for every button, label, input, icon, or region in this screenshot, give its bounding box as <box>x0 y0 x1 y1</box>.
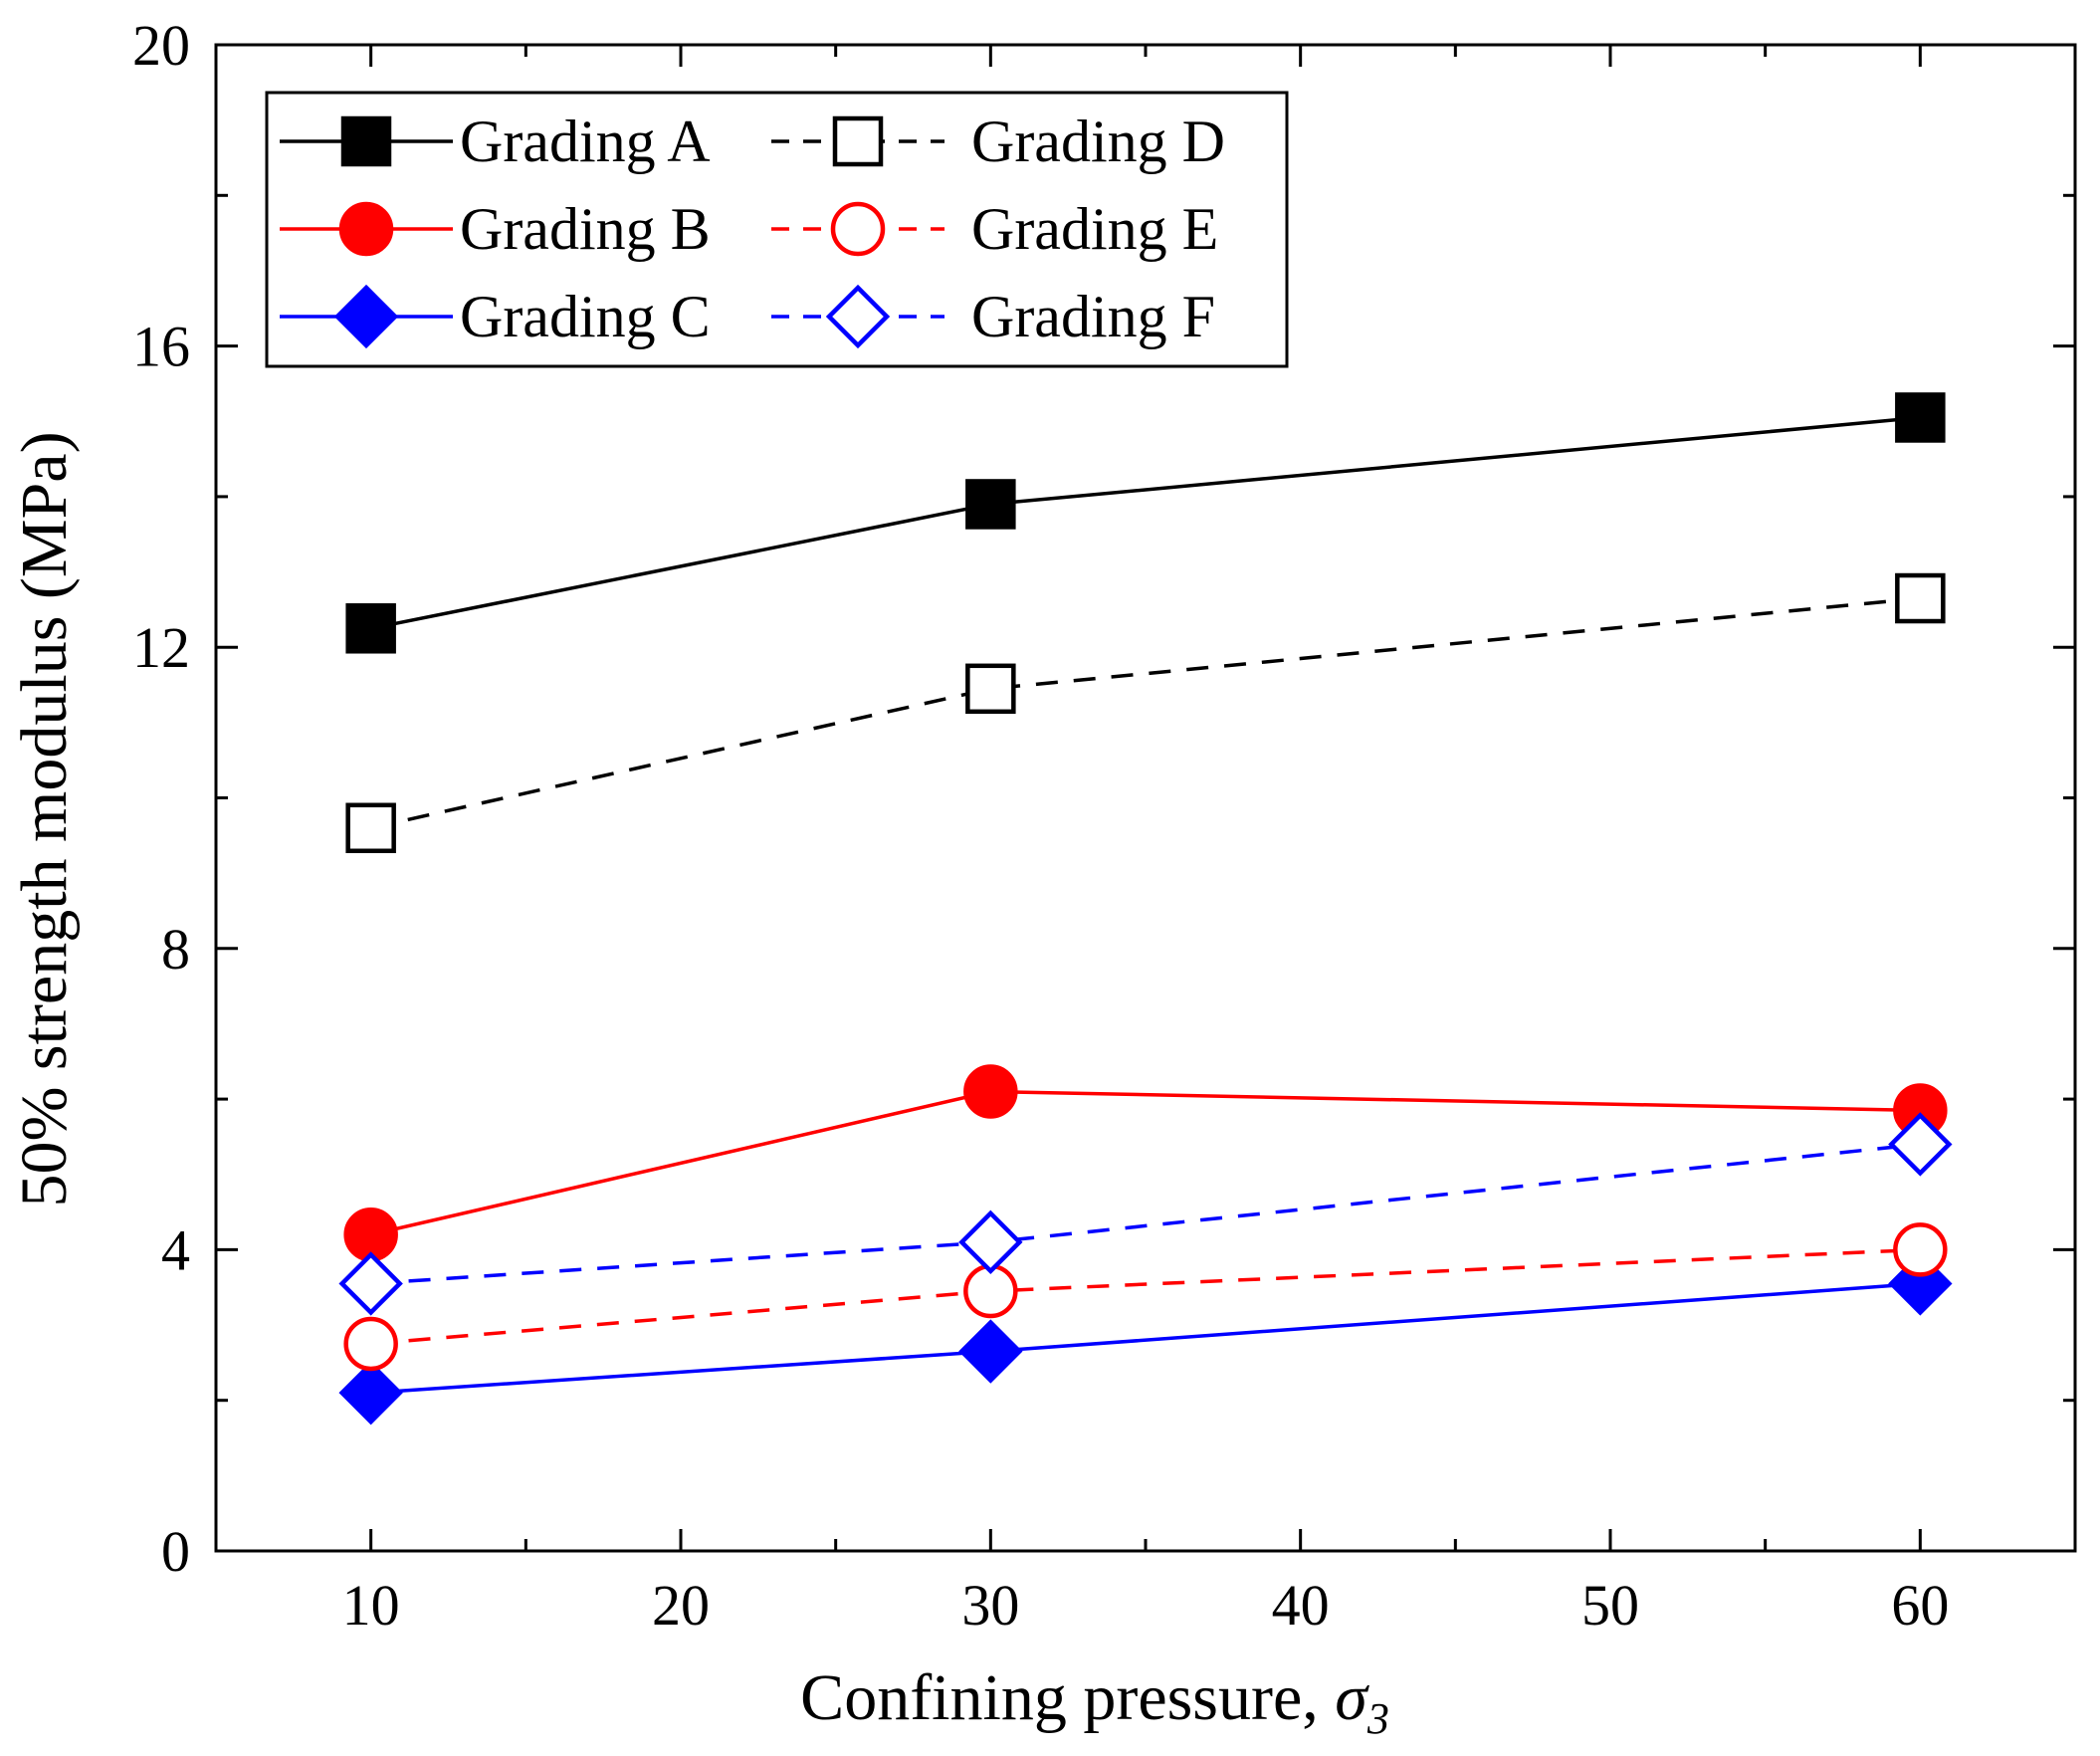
y-tick-label: 4 <box>161 1217 190 1282</box>
legend-marker <box>830 201 886 257</box>
data-point <box>965 479 1016 530</box>
legend-item: Grading D <box>771 109 1225 174</box>
data-point <box>963 1064 1018 1119</box>
data-point <box>958 1319 1023 1384</box>
data-point <box>1895 572 1946 624</box>
axes: 10 20 30 40 50 60 0 4 8 12 16 20 <box>132 13 2077 1638</box>
series-line <box>370 1142 1921 1286</box>
legend-item: Grading C <box>280 284 711 349</box>
data-point <box>345 603 396 654</box>
series-line <box>370 1089 1921 1236</box>
x-tick-label: 10 <box>342 1573 400 1638</box>
x-axis-title-subscript: 3 <box>1366 1694 1389 1743</box>
x-tick-label: 40 <box>1272 1573 1330 1638</box>
series-grading-c <box>338 1251 1953 1426</box>
x-tick-label: 60 <box>1891 1573 1949 1638</box>
y-axis-title: 50% strength modulus (MPa) <box>8 431 81 1207</box>
series-grading-f <box>338 1112 1953 1316</box>
series-line <box>370 596 1921 830</box>
x-tick-label: 50 <box>1581 1573 1639 1638</box>
x-tick-label: 30 <box>961 1573 1019 1638</box>
y-tick-label: 0 <box>161 1519 190 1584</box>
data-point <box>338 1360 403 1426</box>
data-point <box>338 1251 403 1316</box>
series-grading-b <box>343 1064 1948 1262</box>
plot-marks <box>338 392 1953 1426</box>
legend: Grading A Grading B Grading C Grading D Grad… <box>265 91 1289 368</box>
series-line <box>370 1247 1921 1346</box>
x-tick-label: 20 <box>652 1573 710 1638</box>
series-grading-e <box>343 1222 1948 1372</box>
x-axis-title-symbol: σ <box>1335 1661 1369 1734</box>
legend-label: Grading C <box>460 284 711 349</box>
series-grading-a <box>345 392 1946 654</box>
data-point <box>965 663 1016 715</box>
legend-label: Grading E <box>971 196 1218 262</box>
series-grading-d <box>345 572 1946 854</box>
series-line <box>370 1281 1921 1395</box>
legend-label: Grading D <box>971 109 1225 174</box>
y-tick-label: 8 <box>161 917 190 982</box>
data-point <box>343 1316 398 1372</box>
legend-marker <box>338 201 394 257</box>
series-line <box>370 415 1921 631</box>
legend-item: Grading E <box>771 196 1218 262</box>
data-point <box>958 1209 1023 1275</box>
legend-item: Grading F <box>771 284 1215 349</box>
legend-label: Grading B <box>460 196 711 262</box>
data-point <box>1893 1222 1948 1277</box>
legend-item: Grading A <box>280 109 711 174</box>
data-point <box>1895 392 1946 443</box>
legend-marker <box>333 284 399 349</box>
x-axis-title-text: Confining pressure, <box>800 1661 1335 1734</box>
y-tick-label: 12 <box>132 615 190 680</box>
legend-label: Grading F <box>971 284 1215 349</box>
y-tick-label: 20 <box>132 13 190 78</box>
x-axis-title: Confining pressure, σ3 <box>800 1661 1389 1743</box>
data-point <box>345 802 396 854</box>
y-tick-label: 16 <box>132 315 190 379</box>
legend-item: Grading B <box>280 196 711 262</box>
data-point <box>1888 1112 1953 1177</box>
legend-marker <box>825 284 891 349</box>
legend-marker <box>340 115 392 167</box>
legend-label: Grading A <box>460 109 711 174</box>
legend-marker <box>832 115 884 167</box>
